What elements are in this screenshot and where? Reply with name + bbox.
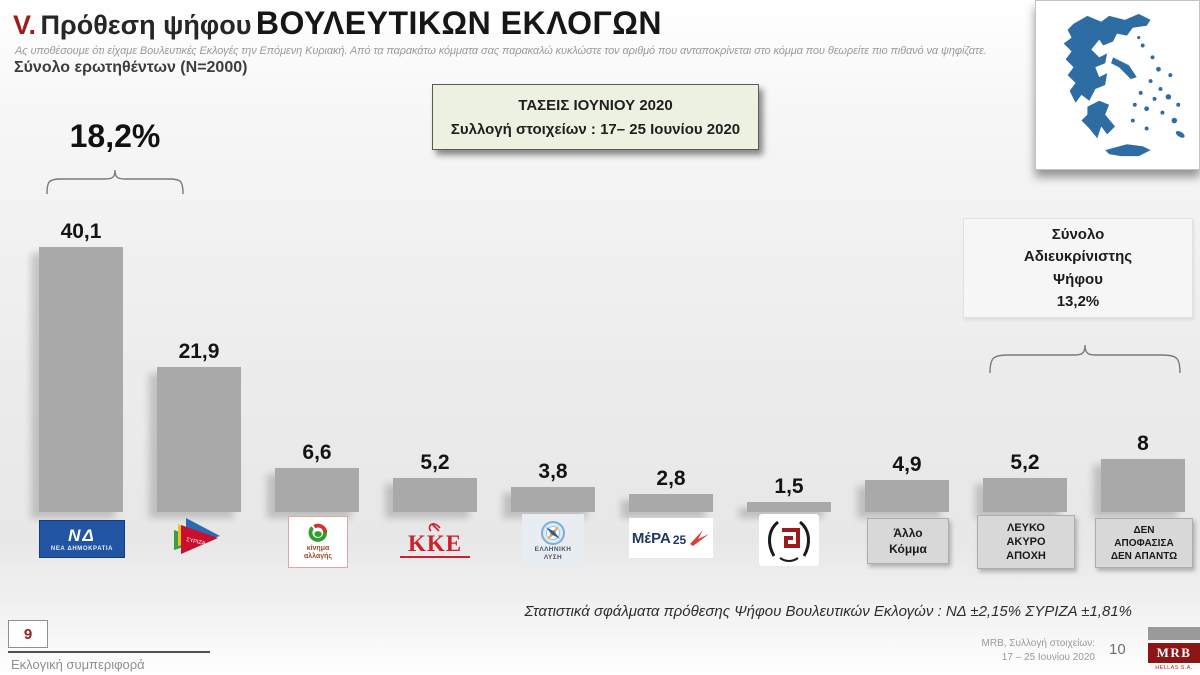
mera25-logo: ΜέΡΑ 25 [629,518,713,558]
bar-group-mera25: 2,8 [629,467,713,512]
undecided-brace [989,344,1181,374]
dk-line1: ΔΕΝ [1133,524,1155,536]
lead-gap-brace [46,169,184,195]
bar-value: 5,2 [1010,451,1040,474]
nd-logo: ΝΔ ΝΕΑ ΔΗΜΟΚΡΑΤΙΑ [39,520,125,558]
footer-divider [8,651,210,653]
bar-value: 8 [1137,432,1149,455]
source-line1: MRB, Συλλογή στοιχείων: [981,638,1095,649]
dk-line2: ΑΠΟΦΑΣΙΣΑ [1114,537,1174,549]
kinal-caption-2: αλλαγής [303,553,333,560]
survey-question: Ας υποθέσουμε ότι είχαμε Βουλευτικές Εκλ… [15,45,987,57]
section-label: Εκλογική συμπεριφορά [11,657,145,672]
hammer-sickle-icon [428,522,441,532]
mrb-logo-bar [1148,627,1200,640]
elliniki-lysi-caption-1: ΕΛΛΗΝΙΚΗ [534,545,572,553]
page-number: 10 [1109,641,1126,658]
bar-nd [39,247,123,512]
label-box-other-party: Άλλο Κόμμα [867,518,949,564]
bar-kinal [275,468,359,512]
mera25-caption: ΜέΡΑ [631,529,671,547]
mrb-logo-subtext: HELLAS S.A. [1155,665,1193,671]
label-box-blank-invalid-abstain: ΛΕΥΚΟ ΑΚΥΡΟ ΑΠΟΧΗ [977,515,1075,569]
bar-value: 3,8 [538,460,568,483]
mrb-logo-text: MRB [1148,642,1200,664]
bar-value: 2,8 [656,467,686,490]
bar-group-elliniki-lysi: 3,8 [511,460,595,512]
bar-value: 40,1 [60,220,102,243]
lead-gap-value: 18,2% [69,118,161,154]
kinal-caption-1: κίνημα [306,545,330,553]
bar-other [865,480,949,512]
kinal-emblem-icon [308,524,328,543]
bar-xrysi-avgi [747,502,831,512]
bar-group-kinal: 6,6 [275,441,359,512]
sample-size-note: Σύνολο ερωτηθέντων (N=2000) [14,59,248,76]
syriza-logo: ΣΥΡΙΖΑ [172,514,226,560]
bar-group-dk: 8 [1101,432,1185,512]
title-lead: Πρόθεση ψήφου [40,10,252,40]
bar-group-other: 4,9 [865,453,949,512]
bar-group-blank: 5,2 [983,451,1067,512]
bar-mera25 [629,494,713,512]
source-line2: 17 – 25 Ιουνίου 2020 [1001,652,1095,663]
blank-line3: ΑΠΟΧΗ [1006,550,1046,563]
statistical-error-note: Στατιστικά σφάλματα πρόθεσης Ψήφου Βουλε… [524,603,1132,620]
bar-value: 5,2 [420,451,450,474]
nd-caption: ΝΕΑ ΔΗΜΟΚΡΑΤΙΑ [50,545,114,552]
undecided-line3: Ψήφου [1053,270,1103,288]
syriza-caption: ΣΥΡΙΖΑ [186,537,206,547]
trends-dates: Συλλογή στοιχείων : 17– 25 Ιουνίου 2020 [450,120,741,138]
trends-title: ΤΑΣΕΙΣ ΙΟΥΝΙΟΥ 2020 [518,96,673,114]
greece-map-box [1035,0,1200,170]
kke-caption: KKE [407,530,463,556]
bar-group-xrysi-avgi: 1,5 [747,475,831,512]
slide-number-badge: 9 [8,620,48,648]
other-line1: Άλλο [893,525,923,540]
dk-line3: ΔΕΝ ΑΠΑΝΤΩ [1110,550,1178,562]
meander-wreath-icon [768,520,810,562]
xrysi-avgi-logo [759,514,819,566]
other-line2: Κόμμα [889,542,927,556]
undecided-total-box: Σύνολο Αδιευκρίνιστης Ψήφου 13,2% [963,218,1193,318]
undecided-line1: Σύνολο [1051,225,1105,243]
nd-monogram: ΝΔ [68,525,96,545]
page-title: V. Πρόθεση ψήφου ΒΟΥΛΕΥΤΙΚΩΝ ΕΚΛΟΓΩΝ [13,5,662,42]
mrb-logo: MRB HELLAS S.A. [1148,627,1200,671]
bar-value: 6,6 [302,441,332,464]
bar-group-syriza: 21,9 [157,340,241,512]
bar-syriza [157,367,241,512]
bar-value: 1,5 [774,475,804,498]
source-note: MRB, Συλλογή στοιχείων: 17 – 25 Ιουνίου … [950,637,1095,665]
elliniki-lysi-caption-2: ΛΥΣΗ [543,554,563,561]
elliniki-lysi-logo: ΕΛΛΗΝΙΚΗ ΛΥΣΗ [522,514,584,568]
bar-group-kke: 5,2 [393,451,477,512]
title-main: ΒΟΥΛΕΥΤΙΚΩΝ ΕΚΛΟΓΩΝ [255,5,662,41]
bar-kke [393,478,477,512]
compass-icon [541,520,565,545]
kke-underline [400,555,470,558]
bar-group-nd: 40,1 [39,220,123,512]
blank-line1: ΛΕΥΚΟ [1006,521,1045,534]
section-number: V. [13,10,37,40]
kinal-logo: κίνημα αλλαγής [288,516,348,568]
label-box-undecided-no-answer: ΔΕΝ ΑΠΟΦΑΣΙΣΑ ΔΕΝ ΑΠΑΝΤΩ [1095,518,1193,568]
blank-line2: ΑΚΥΡΟ [1006,535,1046,548]
bar-blank [983,478,1067,512]
syriza-flag-icon: ΣΥΡΙΖΑ [174,518,220,554]
bar-dk [1101,459,1185,512]
mera25-number: 25 [672,533,687,547]
bar-value: 21,9 [178,340,220,363]
undecided-value: 13,2% [1056,293,1100,310]
mera25-bird-icon [690,530,710,546]
bar-value: 4,9 [892,453,922,476]
bar-elliniki-lysi [511,487,595,512]
greece-map-icon [1063,13,1185,157]
undecided-line2: Αδιευκρίνιστης [1023,248,1133,265]
kke-logo: KKE [399,520,471,560]
trends-box: ΤΑΣΕΙΣ ΙΟΥΝΙΟΥ 2020 Συλλογή στοιχείων : … [432,84,759,150]
